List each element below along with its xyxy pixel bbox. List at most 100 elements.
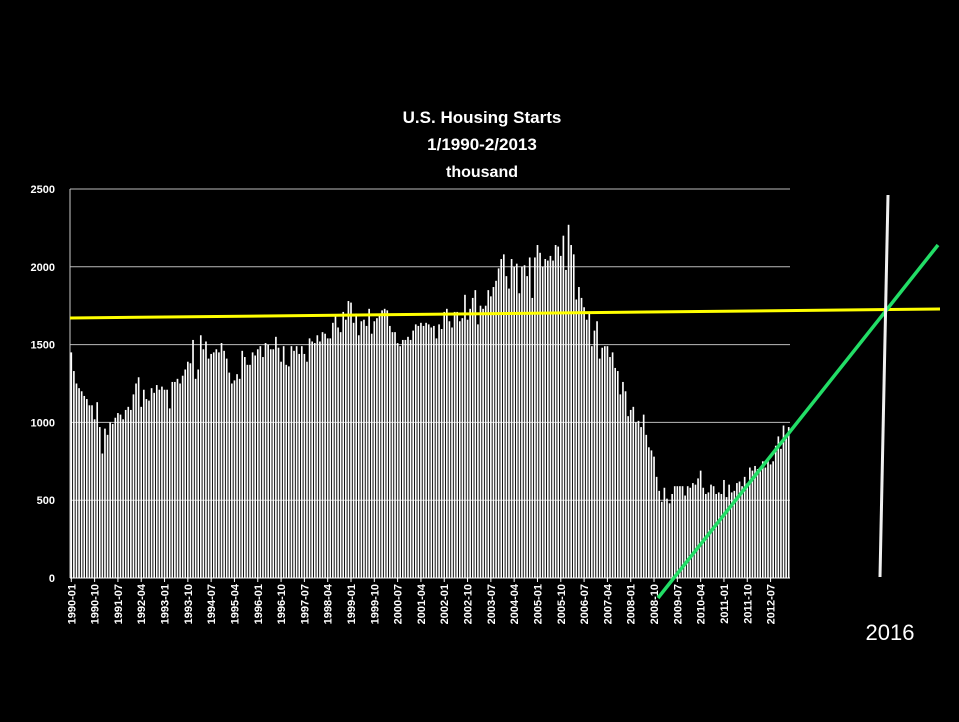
bar xyxy=(528,257,531,578)
plot-area: 0 500 1000 1500 2000 2500 1990-01 1990-10 1991-0… xyxy=(31,184,790,624)
bar xyxy=(148,400,150,578)
x-tick-label: 1993-01 xyxy=(160,584,172,624)
bar xyxy=(640,427,642,578)
bar xyxy=(746,483,749,578)
bar xyxy=(277,347,280,578)
bar xyxy=(117,413,119,578)
x-tick-label: 2011-01 xyxy=(719,584,731,624)
bar xyxy=(228,372,231,578)
bar xyxy=(109,422,111,578)
bar xyxy=(171,381,174,578)
x-tick-label: 2000-07 xyxy=(393,584,405,624)
bar xyxy=(477,324,479,578)
bar xyxy=(254,355,257,578)
bar xyxy=(389,325,391,578)
bar xyxy=(686,486,689,578)
bar xyxy=(689,487,692,578)
bar xyxy=(433,325,435,578)
bar xyxy=(728,484,730,578)
bar xyxy=(673,486,676,578)
bar xyxy=(290,346,293,578)
bar xyxy=(272,349,275,578)
bar xyxy=(440,329,443,578)
bar xyxy=(163,389,166,578)
bar xyxy=(189,363,192,578)
bar xyxy=(168,408,171,578)
bar xyxy=(383,308,386,578)
bar xyxy=(197,369,200,578)
bar xyxy=(249,364,251,578)
x-tick-label: 1990-10 xyxy=(90,584,102,624)
bar xyxy=(425,322,427,578)
bar xyxy=(469,308,471,578)
bar xyxy=(376,318,378,578)
bar xyxy=(137,377,140,578)
bar xyxy=(743,476,746,578)
bar xyxy=(591,346,593,578)
bar xyxy=(414,324,417,578)
bar xyxy=(104,428,106,578)
bar xyxy=(150,388,153,578)
bar xyxy=(106,434,109,578)
bar xyxy=(518,293,521,578)
bar xyxy=(679,486,681,578)
bar xyxy=(492,287,495,578)
bar xyxy=(500,259,503,578)
bar xyxy=(534,257,536,578)
bar xyxy=(676,486,679,578)
bar xyxy=(192,339,194,578)
bar xyxy=(637,420,640,578)
bar xyxy=(723,479,725,578)
bar xyxy=(588,311,591,578)
bar xyxy=(567,224,570,578)
bar xyxy=(114,417,117,578)
x-tick-label: 1993-10 xyxy=(183,584,195,624)
bar xyxy=(549,255,552,578)
bar xyxy=(145,399,148,578)
bar xyxy=(269,349,272,578)
bar xyxy=(482,308,484,578)
bar xyxy=(337,327,339,578)
bar xyxy=(456,311,459,578)
bar xyxy=(75,383,78,578)
bar xyxy=(523,265,526,578)
bar xyxy=(355,313,358,578)
bar xyxy=(259,346,262,578)
bar xyxy=(238,378,241,578)
bar xyxy=(629,409,632,578)
bar xyxy=(207,358,210,578)
bar xyxy=(764,467,767,578)
bar xyxy=(233,380,236,578)
bar xyxy=(184,369,187,578)
bar xyxy=(78,388,80,578)
bar xyxy=(502,254,505,579)
bar xyxy=(394,332,396,578)
bar xyxy=(609,357,611,578)
bar xyxy=(339,332,342,578)
x-tick-label: 1990-01 xyxy=(66,584,78,624)
x-tick-label: 2005-10 xyxy=(556,584,568,624)
bar xyxy=(632,406,635,578)
bar xyxy=(448,321,451,578)
bar xyxy=(404,339,407,578)
bar xyxy=(606,346,609,578)
bar xyxy=(303,353,306,578)
bar xyxy=(262,357,264,578)
chart-title: U.S. Housing Starts xyxy=(403,108,562,127)
x-tick-label: 1997-07 xyxy=(299,584,311,624)
bar xyxy=(635,422,637,578)
bar xyxy=(174,381,176,578)
bar xyxy=(225,358,228,578)
bar xyxy=(93,419,96,578)
bar xyxy=(702,487,705,578)
bar xyxy=(474,290,477,578)
bar xyxy=(513,266,516,578)
bar xyxy=(378,313,381,578)
x-tick-label: 1991-07 xyxy=(113,584,125,624)
x-tick-label: 1994-07 xyxy=(206,584,218,624)
bar xyxy=(583,307,585,578)
bar xyxy=(526,276,528,578)
bar xyxy=(648,447,650,578)
bar xyxy=(158,389,161,578)
bar xyxy=(461,318,464,578)
